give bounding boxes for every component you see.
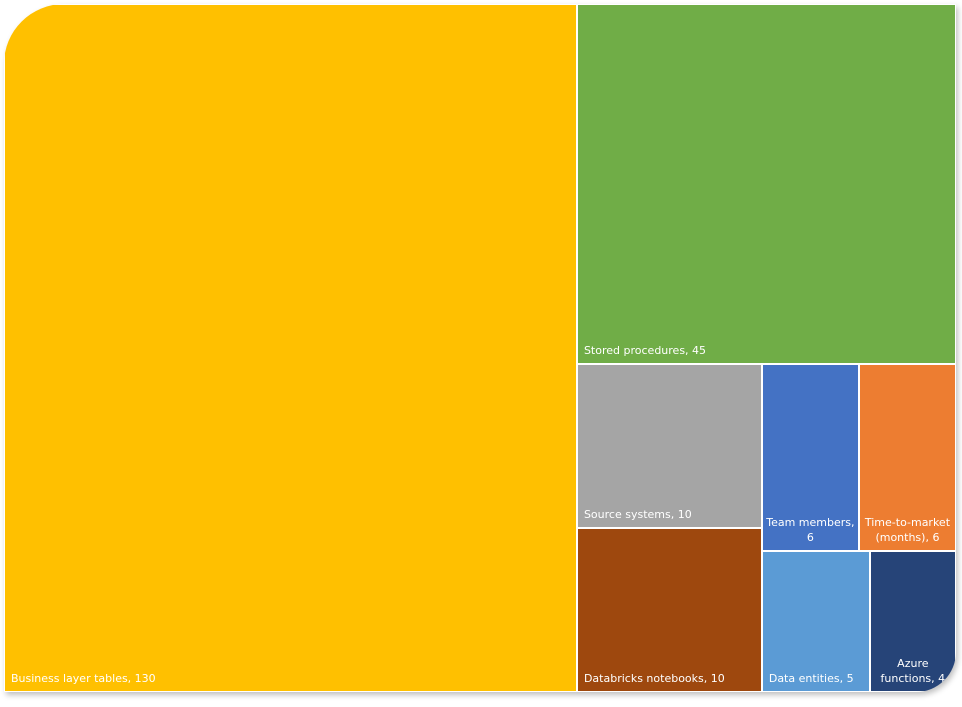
treemap-tile: Business layer tables, 130 — [5, 5, 576, 691]
treemap-tile: Stored procedures, 45 — [577, 5, 955, 363]
tile-label: Azure functions, 4 — [880, 656, 946, 685]
treemap: Business layer tables, 130 Stored procedu… — [4, 4, 956, 692]
tile-label: Business layer tables, 130 — [11, 672, 156, 685]
treemap-tile: Time-to-market (months), 6 — [859, 365, 955, 551]
treemap-tile: Data entities, 5 — [762, 552, 869, 691]
treemap-tile: Team members, 6 — [762, 365, 858, 551]
treemap-tile: Databricks notebooks, 10 — [577, 529, 761, 691]
tile-label: Databricks notebooks, 10 — [583, 672, 725, 685]
treemap-tile: Source systems, 10 — [577, 365, 761, 527]
tile-label: Stored procedures, 45 — [583, 344, 707, 357]
tile-label: Team members, 6 — [766, 516, 855, 545]
tile-label: Source systems, 10 — [583, 508, 692, 521]
treemap-tile: Azure functions, 4 — [870, 552, 955, 691]
tile-label: Time-to-market (months), 6 — [864, 516, 951, 545]
tile-label: Data entities, 5 — [768, 671, 854, 685]
